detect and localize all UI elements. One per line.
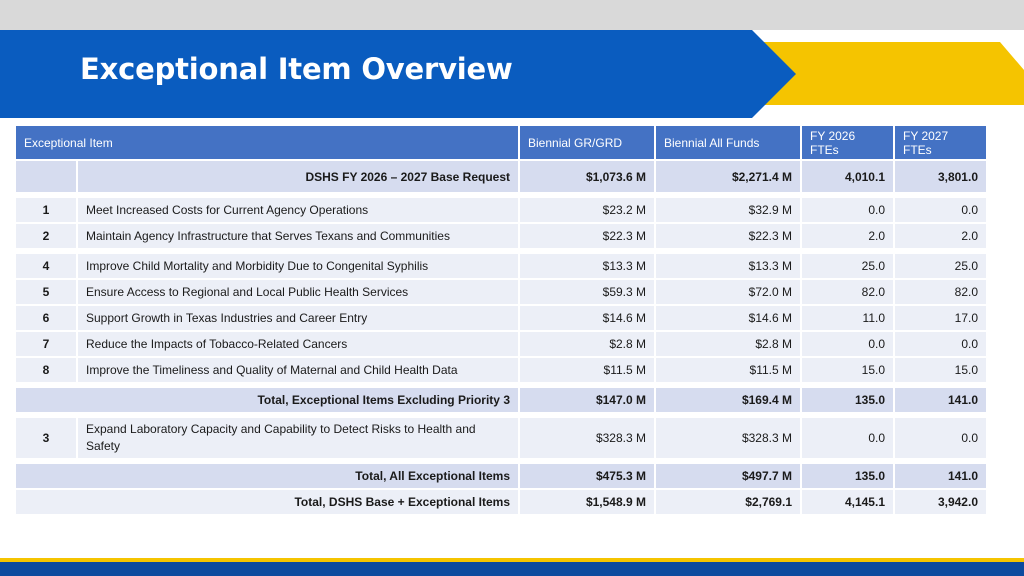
base-all-funds: $2,271.4 M <box>654 159 802 194</box>
table-row: 5 Ensure Access to Regional and Local Pu… <box>14 278 988 306</box>
total-base-label: Total, DSHS Base + Exceptional Items <box>14 488 520 516</box>
base-gr: $1,073.6 M <box>518 159 656 194</box>
total-all-fy26: 135.0 <box>800 462 895 490</box>
table-row: 6 Support Growth in Texas Industries and… <box>14 304 988 332</box>
base-request-row: DSHS FY 2026 – 2027 Base Request $1,073.… <box>14 159 988 194</box>
total-base-plus-exceptional-row: Total, DSHS Base + Exceptional Items $1,… <box>14 488 988 516</box>
total-excluding-label: Total, Exceptional Items Excluding Prior… <box>14 386 520 414</box>
item-all-funds: $13.3 M <box>654 252 802 280</box>
priority-number: 1 <box>14 196 78 224</box>
table-row: 1 Meet Increased Costs for Current Agenc… <box>14 196 988 224</box>
item-fy26: 0.0 <box>800 330 895 358</box>
item-all-funds: $14.6 M <box>654 304 802 332</box>
item-all-funds: $32.9 M <box>654 196 802 224</box>
banner-shapes <box>0 30 1024 118</box>
item-all-funds: $11.5 M <box>654 356 802 384</box>
table-header-row: Exceptional Item Biennial GR/GRD Biennia… <box>14 124 988 161</box>
item-fy26: 0.0 <box>800 196 895 224</box>
item-gr: $11.5 M <box>518 356 656 384</box>
item-gr: $14.6 M <box>518 304 656 332</box>
item-label: Support Growth in Texas Industries and C… <box>76 304 520 332</box>
item-fy26: 2.0 <box>800 222 895 250</box>
item-gr: $23.2 M <box>518 196 656 224</box>
item-fy27: 0.0 <box>893 196 988 224</box>
item-label: Ensure Access to Regional and Local Publ… <box>76 278 520 306</box>
table-cell-empty <box>14 159 78 194</box>
total-excluding-fy26: 135.0 <box>800 386 895 414</box>
total-base-all-funds: $2,769.1 <box>654 488 802 516</box>
item-fy27: 82.0 <box>893 278 988 306</box>
item-label: Meet Increased Costs for Current Agency … <box>76 196 520 224</box>
bottom-gold-stripe <box>0 558 1024 562</box>
header-biennial-all-funds: Biennial All Funds <box>654 124 802 161</box>
item-gr: $2.8 M <box>518 330 656 358</box>
header-fy2026-ftes: FY 2026 FTEs <box>800 124 895 161</box>
item-fy27: 0.0 <box>893 416 988 460</box>
item-all-funds: $22.3 M <box>654 222 802 250</box>
item-fy27: 0.0 <box>893 330 988 358</box>
total-base-gr: $1,548.9 M <box>518 488 656 516</box>
bottom-band <box>0 558 1024 576</box>
item-gr: $13.3 M <box>518 252 656 280</box>
header-exceptional-item: Exceptional Item <box>14 124 520 161</box>
total-excluding-fy27: 141.0 <box>893 386 988 414</box>
item-fy26: 11.0 <box>800 304 895 332</box>
item-label: Improve Child Mortality and Morbidity Du… <box>76 252 520 280</box>
exceptional-items-table: Exceptional Item Biennial GR/GRD Biennia… <box>14 124 988 516</box>
item-label: Reduce the Impacts of Tobacco-Related Ca… <box>76 330 520 358</box>
priority-number: 6 <box>14 304 78 332</box>
base-request-label: DSHS FY 2026 – 2027 Base Request <box>76 159 520 194</box>
total-base-fy27: 3,942.0 <box>893 488 988 516</box>
item-fy26: 82.0 <box>800 278 895 306</box>
item-gr: $22.3 M <box>518 222 656 250</box>
total-all-all-funds: $497.7 M <box>654 462 802 490</box>
total-excluding-gr: $147.0 M <box>518 386 656 414</box>
header-biennial-gr: Biennial GR/GRD <box>518 124 656 161</box>
table-row: 4 Improve Child Mortality and Morbidity … <box>14 252 988 280</box>
table-row: 2 Maintain Agency Infrastructure that Se… <box>14 222 988 250</box>
priority-number: 2 <box>14 222 78 250</box>
priority-number: 8 <box>14 356 78 384</box>
item-all-funds: $72.0 M <box>654 278 802 306</box>
priority-number: 4 <box>14 252 78 280</box>
total-all-exceptional-row: Total, All Exceptional Items $475.3 M $4… <box>14 462 988 490</box>
priority-number: 7 <box>14 330 78 358</box>
priority-number: 3 <box>14 416 78 460</box>
base-fy26: 4,010.1 <box>800 159 895 194</box>
item-fy27: 2.0 <box>893 222 988 250</box>
title-banner <box>0 30 1024 118</box>
total-all-label: Total, All Exceptional Items <box>14 462 520 490</box>
total-base-fy26: 4,145.1 <box>800 488 895 516</box>
item-fy27: 15.0 <box>893 356 988 384</box>
total-all-gr: $475.3 M <box>518 462 656 490</box>
item-label: Improve the Timeliness and Quality of Ma… <box>76 356 520 384</box>
priority-number: 5 <box>14 278 78 306</box>
top-band <box>0 0 1024 30</box>
item-fy27: 17.0 <box>893 304 988 332</box>
base-fy27: 3,801.0 <box>893 159 988 194</box>
item-all-funds: $2.8 M <box>654 330 802 358</box>
item-fy26: 0.0 <box>800 416 895 460</box>
item-label: Expand Laboratory Capacity and Capabilit… <box>76 416 520 460</box>
item-fy26: 25.0 <box>800 252 895 280</box>
item-fy27: 25.0 <box>893 252 988 280</box>
total-all-fy27: 141.0 <box>893 462 988 490</box>
item-gr: $59.3 M <box>518 278 656 306</box>
total-excluding-priority3-row: Total, Exceptional Items Excluding Prior… <box>14 386 988 414</box>
table-row: 8 Improve the Timeliness and Quality of … <box>14 356 988 384</box>
item-all-funds: $328.3 M <box>654 416 802 460</box>
item-label: Maintain Agency Infrastructure that Serv… <box>76 222 520 250</box>
total-excluding-all-funds: $169.4 M <box>654 386 802 414</box>
header-fy2027-ftes: FY 2027 FTEs <box>893 124 988 161</box>
page-title: Exceptional Item Overview <box>80 52 513 86</box>
item-gr: $328.3 M <box>518 416 656 460</box>
table-row: 3 Expand Laboratory Capacity and Capabil… <box>14 416 988 460</box>
item-fy26: 15.0 <box>800 356 895 384</box>
table-row: 7 Reduce the Impacts of Tobacco-Related … <box>14 330 988 358</box>
